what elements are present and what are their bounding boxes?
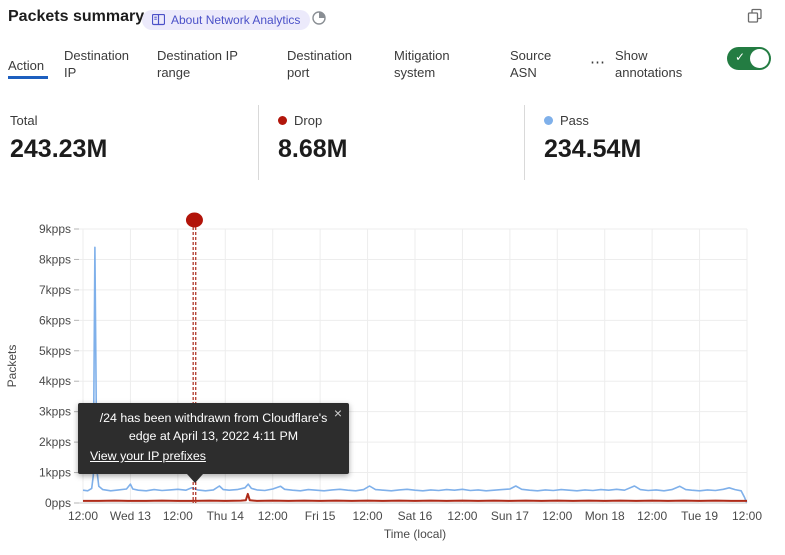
stat-drop: Drop 8.68M [258,105,524,180]
x-tick-label: Mon 18 [585,509,625,523]
x-tick-label: 12:00 [163,509,193,523]
book-icon [152,14,165,26]
x-tick-label: 12:00 [447,509,477,523]
tab-destination-port[interactable]: Destination port [287,48,353,80]
annotation-message: /24 has been withdrawn from Cloudflare's… [99,411,328,443]
x-axis-title: Time (local) [384,527,446,541]
series-line-drop[interactable] [83,492,747,502]
y-tick-label: 2kpps [39,435,71,449]
active-tab-underline [8,76,48,79]
tab-destination-ip[interactable]: Destination IP [64,48,130,80]
view-ip-prefixes-link[interactable]: View your IP prefixes [90,448,206,463]
summary-stats: Total 243.23M Drop 8.68M Pass 234.54M [0,105,785,180]
annotation-tooltip: × /24 has been withdrawn from Cloudflare… [78,403,349,483]
y-axis-title: Packets [5,345,19,388]
tooltip-close-icon[interactable]: × [333,405,342,421]
x-tick-label: 12:00 [258,509,288,523]
time-range-icon[interactable] [311,10,327,26]
y-tick-label: 5kpps [39,344,71,358]
copy-expand-icon[interactable] [747,8,763,24]
page-title: Packets summary [8,8,145,25]
y-tick-label: 9kpps [39,222,71,236]
x-tick-label: Thu 14 [207,509,245,523]
x-tick-label: Wed 13 [110,509,151,523]
tab-destination-ip-range[interactable]: Destination IP range [157,48,238,80]
y-tick-label: 7kpps [39,283,71,297]
tab-action[interactable]: Action [8,57,54,79]
toggle-check-icon: ✓ [735,50,746,64]
about-network-analytics-badge[interactable]: About Network Analytics [142,10,311,30]
series-line-pass[interactable] [82,246,748,503]
y-tick-label: 0pps [45,496,71,510]
stat-value: 243.23M [10,135,108,163]
annotation-marker-dot[interactable] [185,212,203,228]
x-tick-label: Sat 16 [398,509,433,523]
y-tick-label: 6kpps [39,313,71,327]
legend-dot-pass [544,116,553,125]
x-tick-label: 12:00 [542,509,572,523]
tabs-overflow-icon[interactable]: ⋯ [590,54,606,71]
x-tick-label: Fri 15 [305,509,336,523]
stat-value: 234.54M [544,135,642,163]
stat-label: Drop [294,113,323,128]
x-tick-label: 12:00 [68,509,98,523]
badge-label: About Network Analytics [171,13,301,27]
tab-source-asn[interactable]: Source ASN [510,48,552,80]
stat-total: Total 243.23M [0,105,258,180]
y-tick-label: 4kpps [39,374,71,388]
legend-dot-drop [278,116,287,125]
y-tick-label: 8kpps [39,252,71,266]
y-tick-label: 3kpps [39,405,71,419]
x-tick-label: 12:00 [732,509,762,523]
x-tick-label: Sun 17 [491,509,529,523]
show-annotations-toggle[interactable]: ✓ [727,47,771,70]
x-tick-label: 12:00 [637,509,667,523]
stat-value: 8.68M [278,135,348,163]
tab-mitigation-system[interactable]: Mitigation system [394,48,450,80]
x-tick-label: 12:00 [353,509,383,523]
show-annotations-label: Show annotations [615,48,683,80]
toggle-knob [750,49,769,68]
packets-time-series-chart[interactable]: 0pps 1kpps 2kpps 3kpps 4kpps 5kpps 6kpps 7kpps 8… [0,208,785,555]
tooltip-caret [187,473,203,483]
stat-label: Pass [560,113,589,128]
stat-pass: Pass 234.54M [524,105,785,180]
stat-label: Total [10,113,38,128]
y-tick-label: 1kpps [39,466,71,480]
x-tick-label: Tue 19 [681,509,718,523]
